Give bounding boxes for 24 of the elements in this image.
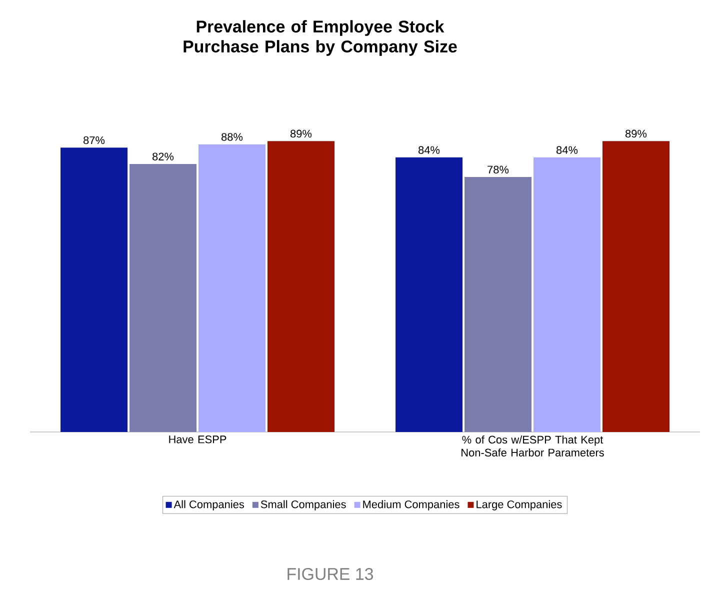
data-label: 89%	[626, 130, 647, 138]
data-label: 82%	[152, 152, 174, 160]
data-label: 89%	[290, 130, 312, 138]
bar	[464, 177, 532, 432]
bar	[130, 164, 197, 432]
legend-label: Medium Companies	[363, 500, 460, 510]
data-label: 84%	[556, 146, 578, 154]
bar	[602, 141, 670, 432]
x-tick-label: Have ESPP	[169, 436, 226, 444]
bar	[198, 144, 266, 432]
x-tick-label: % of Cos w/ESPP That Kept Non-Safe Harbor Parameters	[462, 436, 604, 457]
bar	[268, 141, 334, 432]
data-label: 87%	[84, 136, 105, 144]
data-label: 78%	[488, 166, 509, 174]
legend-label: Small Companies	[260, 500, 346, 510]
chart-title: Prevalence of Employee Stock Purchase Plans by Company Size	[184, 20, 457, 56]
data-label: 88%	[222, 133, 243, 141]
caption: FIGURE 13	[288, 568, 374, 580]
legend-label: Large Companies	[476, 500, 562, 510]
bar	[396, 157, 463, 432]
legend-label: All Companies	[174, 500, 244, 510]
data-label: 84%	[418, 146, 440, 154]
bar	[60, 148, 128, 432]
bar	[534, 157, 601, 432]
